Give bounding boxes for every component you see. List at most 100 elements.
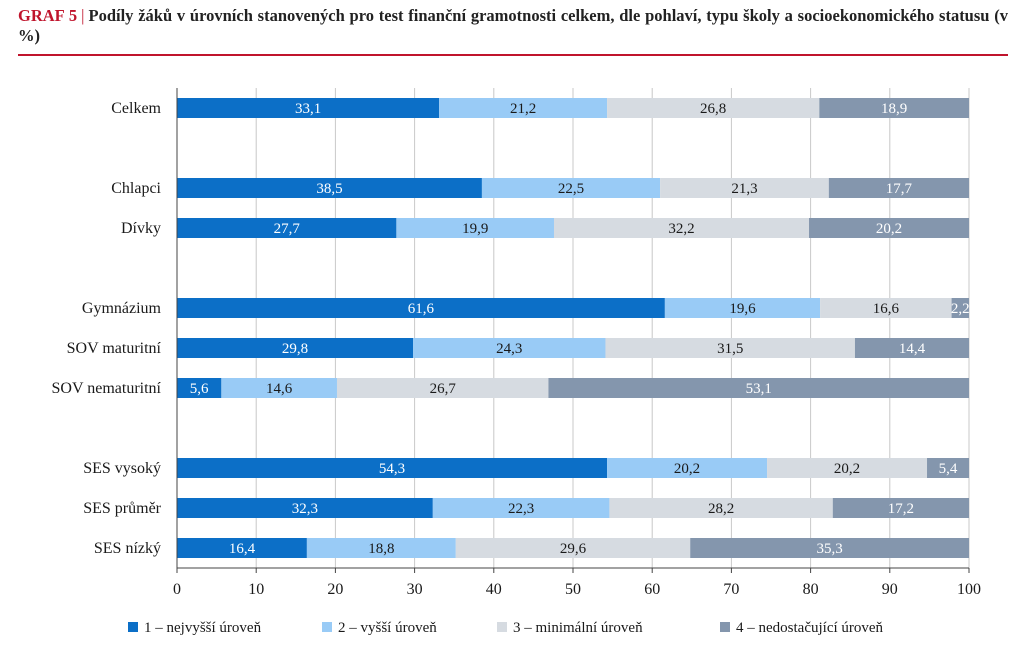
data-label-ses-prumer-level-3: 28,2 xyxy=(708,501,734,517)
bar-sov-maturitni-level-1 xyxy=(177,338,414,358)
data-label-sov-maturitni-level-3: 31,5 xyxy=(717,341,743,357)
data-label-celkem-level-2: 21,2 xyxy=(510,101,536,117)
bar-ses-vysoky-level-3 xyxy=(767,458,928,478)
data-label-sov-nematuritni-level-3: 26,7 xyxy=(430,381,457,397)
data-label-sov-maturitni-level-2: 24,3 xyxy=(496,341,522,357)
x-tick-label-80: 80 xyxy=(803,581,819,598)
chart-title-text: Podíly žáků v úrovních stanovených pro t… xyxy=(18,6,1008,45)
x-tick-label-20: 20 xyxy=(327,581,343,598)
bar-ses-prumer-level-4 xyxy=(832,498,969,518)
data-label-ses-vysoky-level-2: 20,2 xyxy=(674,461,700,477)
bar-sov-nematuritni-level-3 xyxy=(336,378,549,398)
legend-swatch-level-4 xyxy=(720,622,730,632)
x-tick-label-90: 90 xyxy=(882,581,898,598)
x-tick-label-0: 0 xyxy=(173,581,181,598)
bar-gymnazium-level-1 xyxy=(177,298,665,318)
data-label-gymnazium-level-4: 2,2 xyxy=(951,301,970,317)
legend-swatch-level-3 xyxy=(497,622,507,632)
data-label-ses-nizky-level-1: 16,4 xyxy=(229,541,256,557)
bar-ses-nizky-level-1 xyxy=(177,538,307,558)
legend-swatch-level-1 xyxy=(128,622,138,632)
legend-entry-level-4: 4 – nedostačující úroveň xyxy=(736,620,884,636)
bar-gymnazium-level-3 xyxy=(820,298,952,318)
bar-sov-nematuritni-level-4 xyxy=(548,378,969,398)
bar-ses-vysoky-level-4 xyxy=(927,458,969,478)
data-label-sov-maturitni-level-1: 29,8 xyxy=(282,341,308,357)
data-label-ses-prumer-level-1: 32,3 xyxy=(292,501,318,517)
x-tick-label-50: 50 xyxy=(565,581,581,598)
bar-chlapci-level-4 xyxy=(828,178,969,198)
data-label-chlapci-level-2: 22,5 xyxy=(558,181,584,197)
legend-swatch-level-2 xyxy=(322,622,332,632)
bar-chlapci-level-3 xyxy=(660,178,829,198)
bar-ses-vysoky-level-2 xyxy=(607,458,768,478)
data-label-sov-nematuritni-level-4: 53,1 xyxy=(746,381,772,397)
bar-ses-prumer-level-2 xyxy=(432,498,610,518)
data-label-ses-prumer-level-4: 17,2 xyxy=(888,501,914,517)
x-tick-label-10: 10 xyxy=(248,581,264,598)
data-label-ses-prumer-level-2: 22,3 xyxy=(508,501,534,517)
bar-sov-nematuritni-level-1 xyxy=(177,378,222,398)
x-tick-label-100: 100 xyxy=(957,581,981,598)
x-tick-label-30: 30 xyxy=(407,581,423,598)
x-tick-label-60: 60 xyxy=(644,581,660,598)
data-label-celkem-level-1: 33,1 xyxy=(295,101,321,117)
data-label-celkem-level-3: 26,8 xyxy=(700,101,726,117)
bar-celkem-level-2 xyxy=(439,98,608,118)
bar-celkem-level-1 xyxy=(177,98,440,118)
data-label-ses-vysoky-level-1: 54,3 xyxy=(379,461,405,477)
category-label-ses-prumer: SES průměr xyxy=(83,500,161,517)
legend-entry-level-2: 2 – vyšší úroveň xyxy=(338,620,437,636)
data-label-gymnazium-level-3: 16,6 xyxy=(873,301,900,317)
data-label-celkem-level-4: 18,9 xyxy=(881,101,907,117)
data-label-ses-nizky-level-3: 29,6 xyxy=(560,541,587,557)
data-label-ses-vysoky-level-3: 20,2 xyxy=(834,461,860,477)
data-label-divky-level-3: 32,2 xyxy=(668,221,694,237)
data-label-sov-nematuritni-level-1: 5,6 xyxy=(190,381,209,397)
bar-sov-maturitni-level-4 xyxy=(854,338,969,358)
bar-divky-level-4 xyxy=(809,218,969,238)
data-label-chlapci-level-4: 17,7 xyxy=(886,181,913,197)
x-tick-label-70: 70 xyxy=(723,581,739,598)
data-label-gymnazium-level-2: 19,6 xyxy=(729,301,756,317)
chart-title-lead: GRAF 5 xyxy=(18,6,78,25)
category-label-sov-maturitni: SOV maturitní xyxy=(67,340,162,357)
category-label-celkem: Celkem xyxy=(111,100,161,117)
data-label-gymnazium-level-1: 61,6 xyxy=(408,301,435,317)
category-label-ses-nizky: SES nízký xyxy=(94,540,161,557)
x-tick-label-40: 40 xyxy=(486,581,502,598)
bar-sov-maturitni-level-3 xyxy=(605,338,855,358)
bar-divky-level-3 xyxy=(553,218,810,238)
legend-entry-level-3: 3 – minimální úroveň xyxy=(513,620,643,636)
category-label-ses-vysoky: SES vysoký xyxy=(83,460,161,477)
title-rule xyxy=(18,54,1008,56)
category-label-gymnazium: Gymnázium xyxy=(82,300,162,317)
bar-chlapci-level-1 xyxy=(177,178,482,198)
bar-ses-prumer-level-1 xyxy=(177,498,433,518)
chart-title: GRAF 5 | Podíly žáků v úrovních stanovenýc… xyxy=(18,6,1008,46)
category-label-chlapci: Chlapci xyxy=(111,180,161,197)
chart-title-separator: | xyxy=(81,6,85,25)
data-label-ses-nizky-level-4: 35,3 xyxy=(816,541,842,557)
data-label-ses-nizky-level-2: 18,8 xyxy=(368,541,394,557)
bar-divky-level-2 xyxy=(396,218,554,238)
bar-gymnazium-level-2 xyxy=(664,298,821,318)
bar-ses-prumer-level-3 xyxy=(609,498,833,518)
data-label-divky-level-1: 27,7 xyxy=(274,221,301,237)
data-label-divky-level-4: 20,2 xyxy=(876,221,902,237)
bar-ses-vysoky-level-1 xyxy=(177,458,608,478)
data-label-sov-maturitni-level-4: 14,4 xyxy=(899,341,926,357)
bar-sov-nematuritni-level-2 xyxy=(221,378,337,398)
bar-ses-nizky-level-4 xyxy=(690,538,969,558)
data-label-sov-nematuritni-level-2: 14,6 xyxy=(266,381,293,397)
legend-entry-level-1: 1 – nejvyšší úroveň xyxy=(144,620,262,636)
data-label-chlapci-level-1: 38,5 xyxy=(316,181,342,197)
bar-ses-nizky-level-3 xyxy=(455,538,691,558)
data-label-divky-level-2: 19,9 xyxy=(462,221,488,237)
bar-celkem-level-4 xyxy=(819,98,969,118)
category-label-sov-nematuritni: SOV nematuritní xyxy=(52,380,162,397)
bar-celkem-level-3 xyxy=(607,98,820,118)
data-label-chlapci-level-3: 21,3 xyxy=(731,181,757,197)
bar-chlapci-level-2 xyxy=(481,178,661,198)
